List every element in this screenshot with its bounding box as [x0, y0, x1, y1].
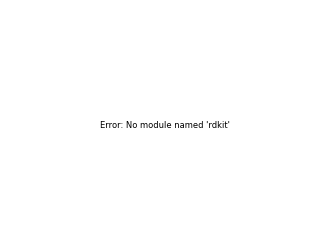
- Text: Error: No module named 'rdkit': Error: No module named 'rdkit': [100, 121, 230, 130]
